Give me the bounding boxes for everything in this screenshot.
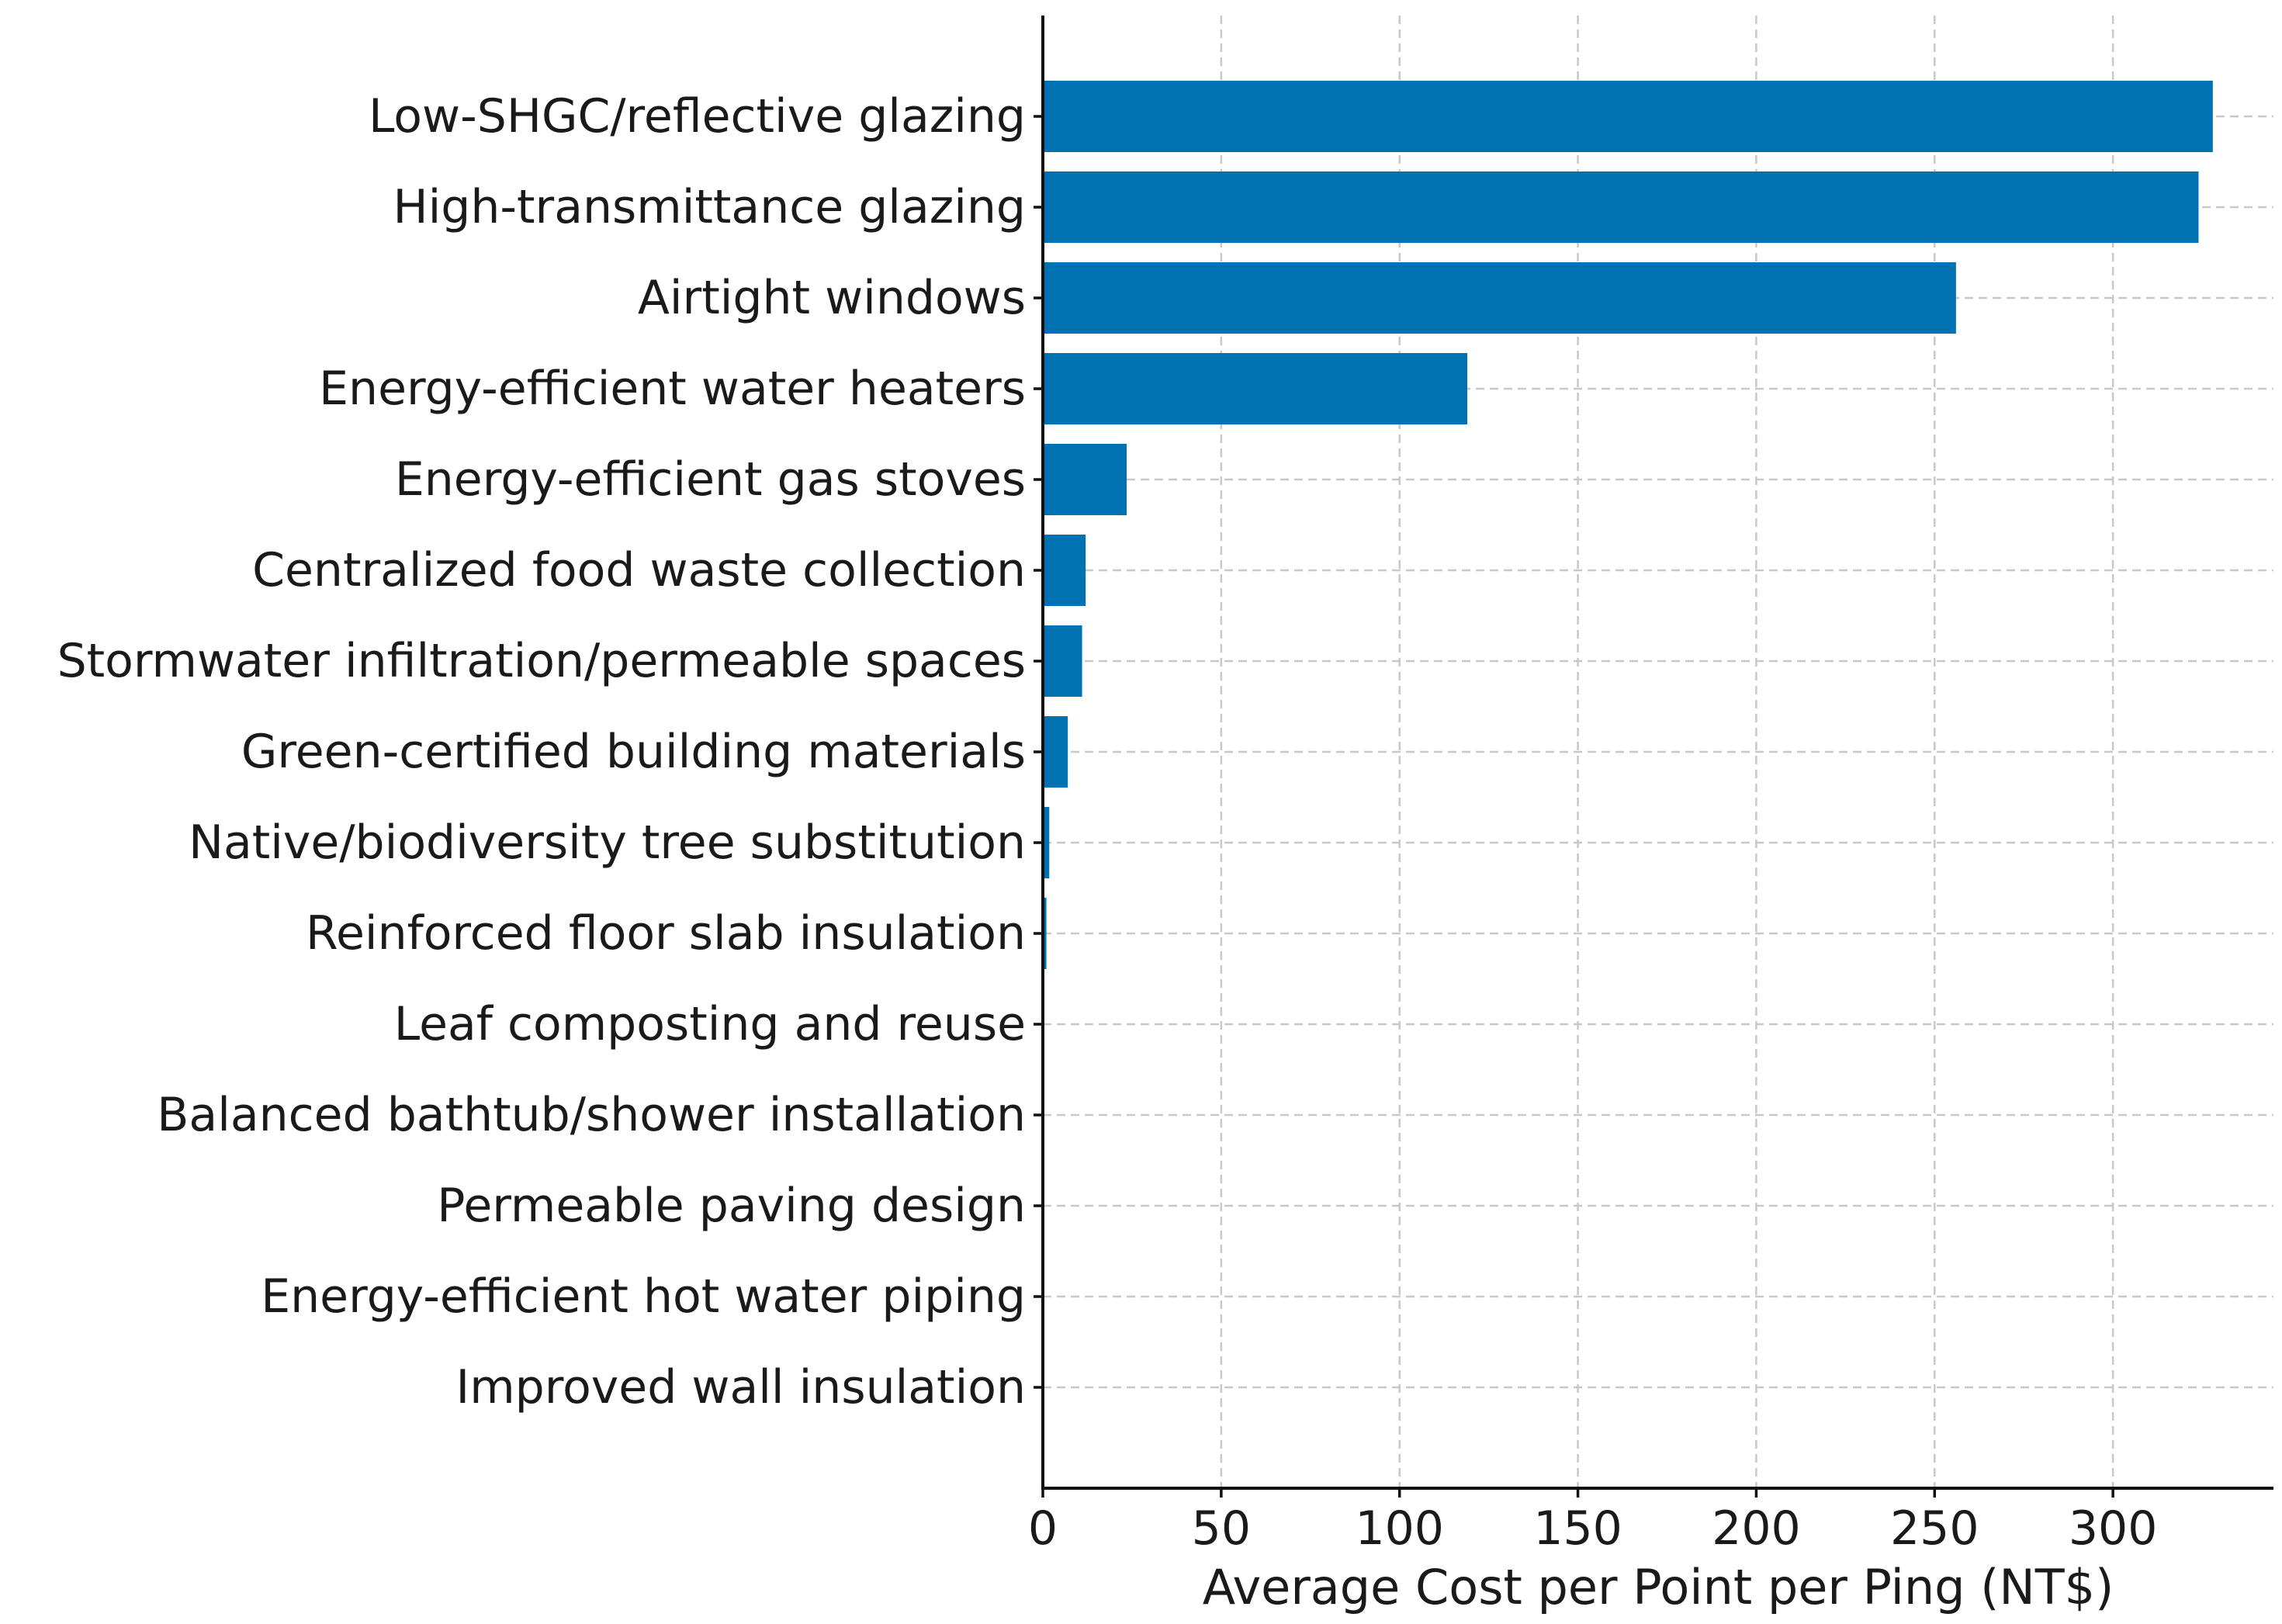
category-label: Native/biodiversity tree substitution — [189, 815, 1026, 870]
bar — [1043, 262, 1956, 334]
bar — [1043, 807, 1050, 878]
x-tick-label: 250 — [1890, 1501, 1979, 1556]
category-label: Stormwater infiltration/permeable spaces — [57, 634, 1026, 688]
category-label: Permeable paving design — [437, 1179, 1026, 1233]
bar — [1043, 716, 1068, 788]
x-tick-label: 50 — [1192, 1501, 1251, 1556]
category-label: Leaf composting and reuse — [394, 997, 1026, 1051]
bar — [1043, 625, 1082, 697]
category-label: Balanced bathtub/shower installation — [157, 1088, 1026, 1142]
category-label: Reinforced floor slab insulation — [306, 906, 1026, 961]
category-label: Energy-efficient hot water piping — [261, 1269, 1026, 1324]
category-label: Low-SHGC/reflective glazing — [369, 89, 1026, 144]
x-tick-label: 150 — [1533, 1501, 1622, 1556]
category-label: Energy-efficient gas stoves — [395, 452, 1026, 507]
bar-layer — [1043, 81, 2213, 1423]
bar — [1043, 535, 1086, 606]
category-label: High-transmittance glazing — [393, 180, 1026, 234]
x-axis-title: Average Cost per Point per Ping (NT$) — [1203, 1559, 2114, 1615]
bar — [1043, 81, 2213, 152]
category-label-layer: Low-SHGC/reflective glazing High-transmit… — [57, 89, 1043, 1415]
bar — [1043, 171, 2199, 243]
bar — [1043, 898, 1047, 969]
bar — [1043, 353, 1468, 424]
category-label: Airtight windows — [638, 271, 1026, 325]
x-tick-label: 300 — [2069, 1501, 2158, 1556]
category-label: Green-certified building materials — [241, 725, 1026, 779]
bar — [1043, 444, 1127, 515]
category-label: Energy-efficient water heaters — [319, 362, 1026, 416]
x-tick-label: 0 — [1028, 1501, 1058, 1556]
x-tick-label: 100 — [1355, 1501, 1444, 1556]
category-label: Improved wall insulation — [456, 1360, 1026, 1415]
x-tick-label: 200 — [1712, 1501, 1801, 1556]
x-tick-layer: 0 50 100 150 200 250 300 — [1028, 1488, 2157, 1556]
category-label: Centralized food waste collection — [252, 543, 1026, 597]
